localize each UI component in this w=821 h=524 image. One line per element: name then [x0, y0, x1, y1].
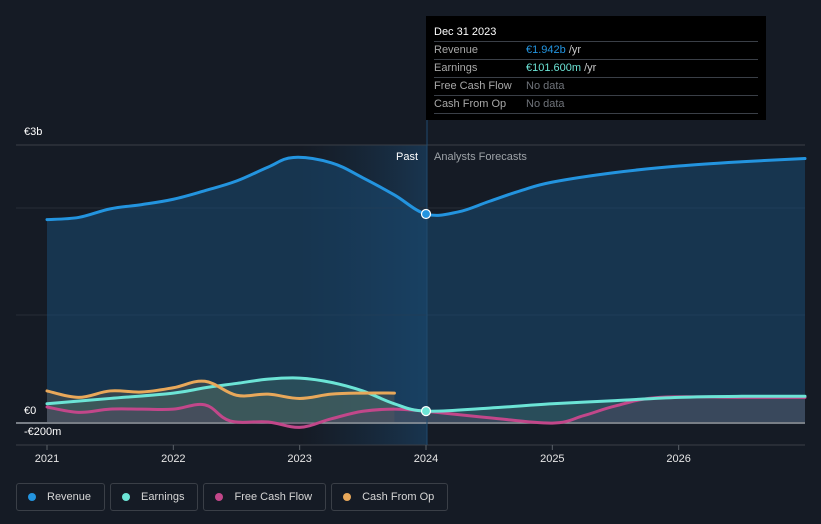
tooltip-label: Free Cash Flow: [434, 80, 512, 92]
tooltip-value: €101.600m /yr: [526, 60, 596, 77]
tooltip-value-number: €101.600m: [526, 62, 582, 74]
legend-item-cash-from-op[interactable]: Cash From Op: [331, 483, 449, 511]
series-lines: [45, 155, 807, 429]
legend-label: Revenue: [47, 491, 92, 503]
tooltip: Dec 31 2023 Revenue €1.942b /yr Earnings…: [426, 16, 766, 120]
x-axis: 2021 2022 2023 2024 2025 2026: [35, 445, 691, 465]
tooltip-row-cash-from-op: Cash From Op No data: [434, 96, 758, 114]
chart-canvas: Past Analysts Forecasts 2021 2022 2023 2024…: [16, 120, 807, 465]
legend-dot-icon: [28, 493, 36, 501]
legend-dot-icon: [343, 493, 352, 501]
y-tick-label-top: €3b: [24, 126, 43, 138]
tooltip-value: No data: [526, 98, 565, 110]
x-tick-label: 2025: [540, 453, 564, 465]
legend-label: Cash From Op: [362, 491, 435, 503]
tooltip-value-unit: /yr: [565, 44, 582, 56]
x-tick-label: 2023: [287, 453, 311, 465]
tooltip-row-free-cash-flow: Free Cash Flow No data: [434, 78, 758, 96]
legend: Revenue Earnings Free Cash Flow Cash Fro…: [16, 483, 449, 511]
y-tick-label-bottom: -€200m: [24, 426, 62, 438]
tooltip-date: Dec 31 2023: [434, 24, 758, 42]
x-tick-label: 2021: [35, 453, 59, 465]
revenue-area: [47, 157, 805, 422]
earnings-area: [47, 377, 805, 422]
tooltip-value-unit: /yr: [581, 62, 597, 74]
legend-dot-icon: [215, 493, 224, 501]
tooltip-label: Cash From Op: [434, 98, 507, 110]
x-tick-label: 2024: [414, 453, 438, 465]
x-tick-label: 2026: [666, 453, 690, 465]
cash-from-op-area: [47, 381, 395, 422]
legend-dot-icon: [122, 493, 131, 501]
legend-item-revenue[interactable]: Revenue: [16, 483, 106, 511]
forecast-label: Analysts Forecasts: [434, 151, 527, 163]
free-cash-flow-line: [45, 395, 807, 429]
highlight-markers: [420, 208, 432, 417]
y-tick-label-zero: €0: [24, 405, 37, 417]
tooltip-row-revenue: Revenue €1.942b /yr: [434, 42, 758, 60]
tooltip-value-number: €1.942b: [526, 44, 566, 56]
past-label: Past: [396, 151, 418, 163]
legend-item-earnings[interactable]: Earnings: [110, 483, 199, 511]
revenue-line: [45, 155, 807, 222]
cash-from-op-line: [45, 379, 396, 400]
tooltip-value: No data: [526, 80, 565, 92]
earnings-line: [45, 376, 807, 413]
x-tick-label: 2022: [161, 453, 185, 465]
tooltip-value: €1.942b /yr: [526, 42, 581, 59]
legend-item-free-cash-flow[interactable]: Free Cash Flow: [203, 483, 327, 511]
legend-label: Free Cash Flow: [234, 491, 313, 503]
earnings-highlight-dot: [420, 406, 432, 417]
tooltip-label: Revenue: [434, 44, 479, 56]
tooltip-row-earnings: Earnings €101.600m /yr: [434, 60, 758, 78]
revenue-highlight-dot: [420, 208, 432, 220]
legend-label: Earnings: [141, 491, 185, 503]
tooltip-label: Earnings: [434, 62, 478, 74]
